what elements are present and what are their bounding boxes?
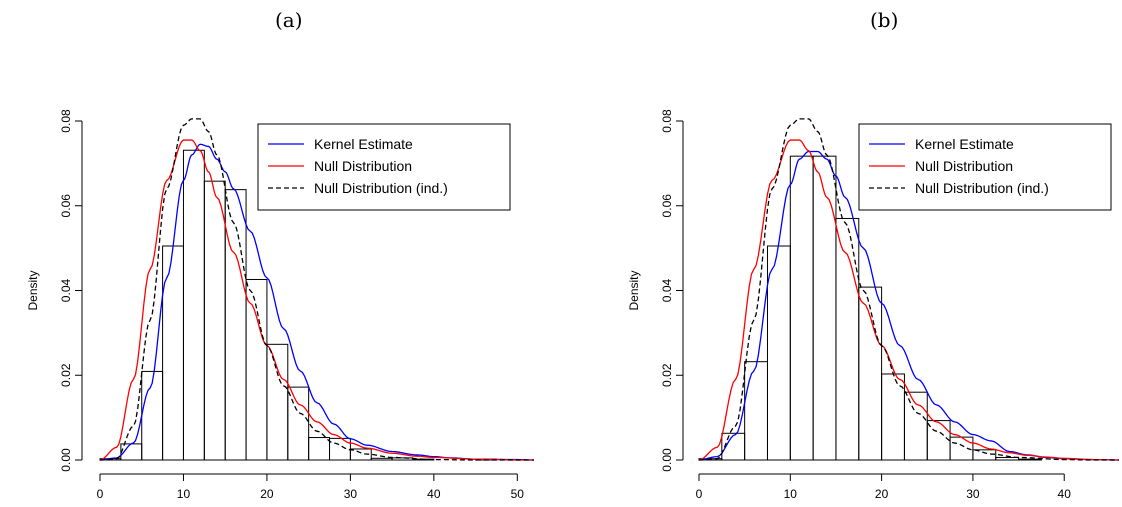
x-tick-label: 0 [696, 487, 703, 501]
y-tick-label: 0.02 [660, 363, 674, 387]
panel-label-b: (b) [870, 8, 899, 32]
chart-panel-a: 0 10 20 30 40 50 0.00 0.02 0.04 0.06 0.08 Density Ke… [26, 109, 535, 501]
histogram-bar [162, 245, 184, 461]
y-tick-label: 0.00 [59, 448, 73, 472]
x-tick-label: 10 [177, 487, 191, 501]
legend-label: Null Distribution [314, 158, 412, 174]
histogram-bar [308, 437, 331, 461]
histogram-bar [789, 155, 814, 461]
histogram-bar [858, 286, 883, 461]
histogram-bar [766, 245, 791, 461]
panel-label-a: (a) [275, 8, 303, 32]
y-tick-label: 0.08 [59, 109, 73, 133]
y-tick-label: 0.08 [660, 109, 674, 133]
legend-label: Kernel Estimate [915, 136, 1014, 152]
y-axis-label: Density [627, 270, 641, 310]
x-tick-label: 50 [511, 487, 525, 501]
x-tick-label: 20 [875, 487, 889, 501]
y-tick-label: 0.02 [59, 363, 73, 387]
x-tick-label: 40 [1058, 487, 1072, 501]
histogram-bar [972, 449, 997, 461]
x-tick-label: 30 [966, 487, 980, 501]
x-tick-label: 30 [344, 487, 358, 501]
legend-label: Kernel Estimate [314, 136, 413, 152]
legend-label: Null Distribution [915, 158, 1013, 174]
chart-panel-b: 0 10 20 30 40 0.00 0.02 0.04 0.06 0.08 Density Kern… [627, 109, 1120, 501]
histogram-bar [391, 457, 414, 461]
y-axis-label: Density [26, 270, 40, 310]
histogram-bar [203, 180, 226, 461]
legend: Kernel Estimate Null Distribution Null Dis… [257, 123, 511, 211]
legend-label: Null Distribution (ind.) [314, 180, 448, 196]
histogram-bar [349, 448, 372, 461]
legend-box [858, 123, 1112, 211]
histogram-bar [744, 361, 768, 461]
histogram-bar [370, 457, 393, 461]
y-tick-label: 0.04 [660, 278, 674, 302]
histogram-bar [287, 386, 310, 461]
histogram-bar [182, 149, 205, 461]
y-tick-label: 0.06 [660, 194, 674, 218]
legend-box [257, 123, 511, 211]
histogram-bar [266, 343, 289, 461]
series-line-0 [99, 143, 535, 461]
series-line-2 [99, 118, 534, 461]
histogram-bar [224, 189, 247, 461]
y-tick-label: 0.04 [59, 278, 73, 302]
x-tick-label: 20 [260, 487, 274, 501]
series-line-2 [698, 118, 1119, 461]
x-tick-label: 10 [784, 487, 798, 501]
histogram-bar [903, 391, 928, 461]
x-tick-label: 0 [97, 487, 104, 501]
x-tick-label: 40 [427, 487, 441, 501]
y-tick-label: 0.06 [59, 194, 73, 218]
histogram-bar [812, 155, 837, 461]
legend: Kernel Estimate Null Distribution Null Dis… [858, 123, 1112, 211]
y-tick-label: 0.00 [660, 448, 674, 472]
histogram-bar [1018, 458, 1042, 461]
legend-label: Null Distribution (ind.) [915, 180, 1049, 196]
